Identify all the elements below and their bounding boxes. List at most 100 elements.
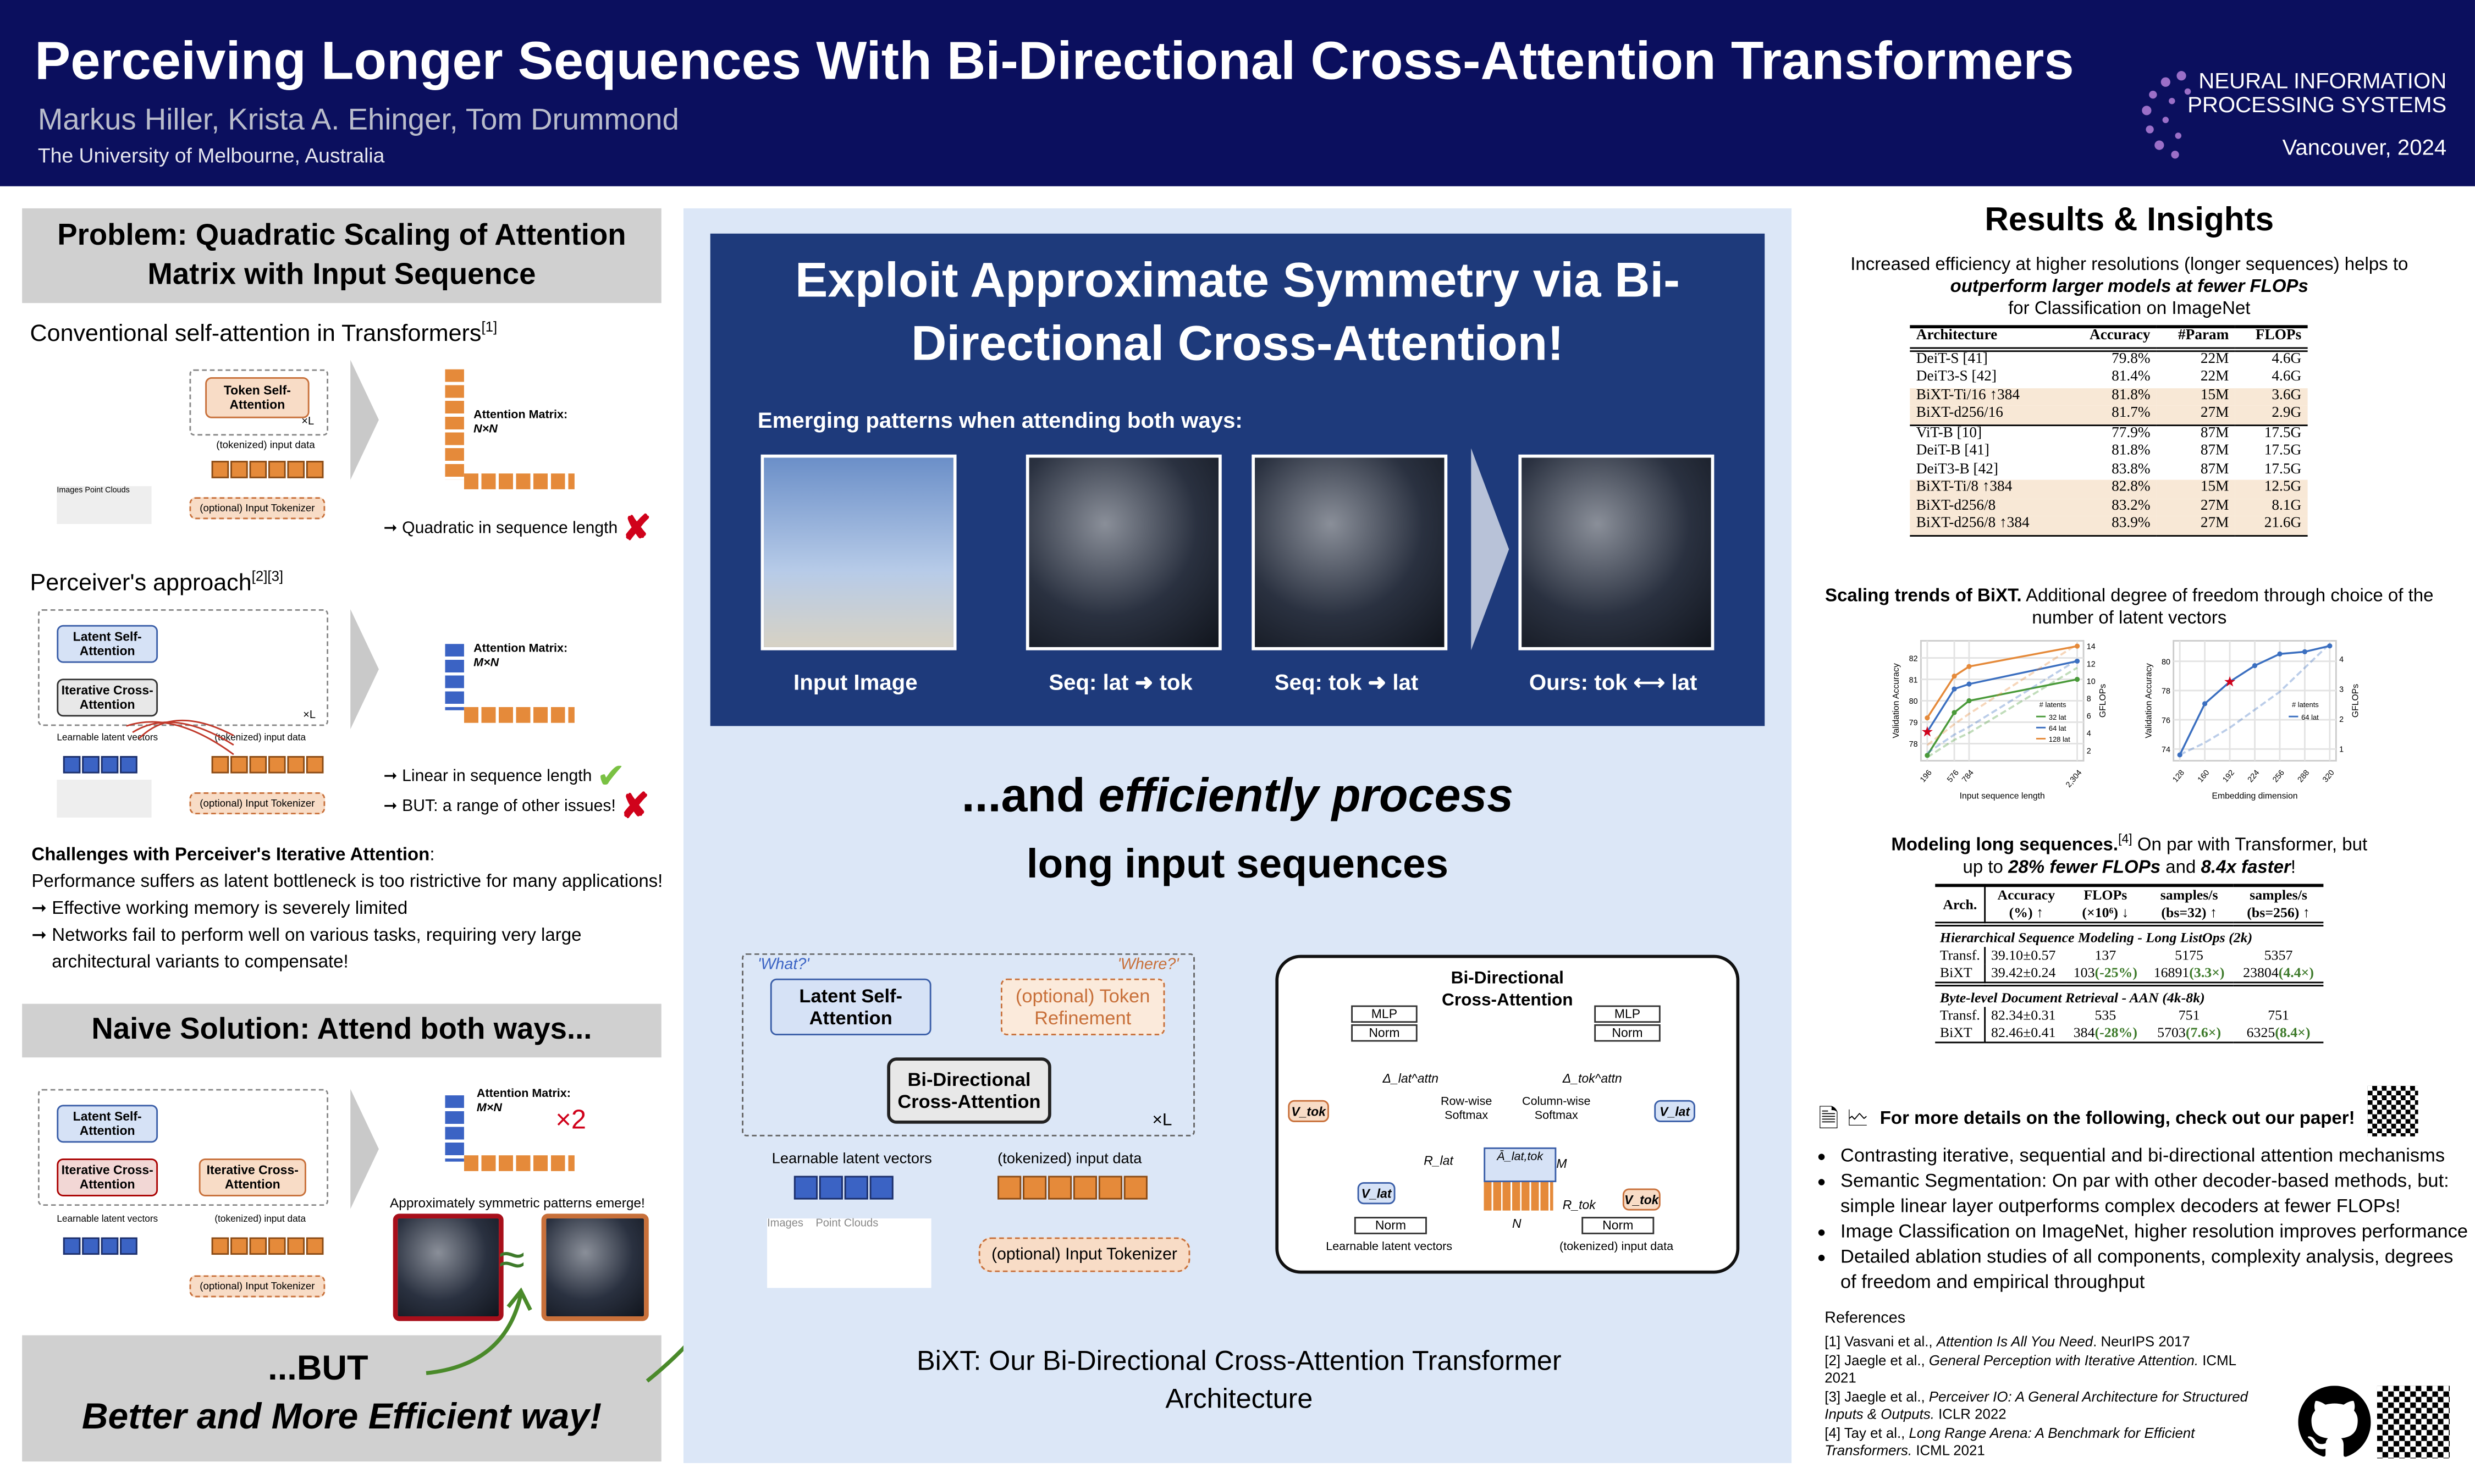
details-item: Contrasting iterative, sequential and bi… xyxy=(1840,1143,2472,1168)
y2-axis-label: GFLOPs xyxy=(2098,684,2108,718)
improvement: (7.6×) xyxy=(2185,1024,2222,1040)
table-cell: 82.46±0.41 xyxy=(1991,1024,2056,1040)
repeat-label: ×L xyxy=(301,416,315,428)
ref-authors: [4] Tay et al., xyxy=(1824,1424,1909,1441)
document-icon: 🗎 xyxy=(1818,1106,1839,1134)
column-softmax-label: Column-wise Softmax xyxy=(1522,1094,1591,1122)
conference-location: Vancouver, 2024 xyxy=(2282,134,2447,159)
bixt-block xyxy=(742,953,1195,1137)
table-cell: Transf. xyxy=(1935,947,1987,964)
but-box: ...BUT Better and More Efficient way! xyxy=(22,1335,662,1462)
data-point xyxy=(1966,681,1972,687)
poster-title: Perceiving Longer Sequences With Bi-Dire… xyxy=(35,31,2074,92)
attention-map-image xyxy=(541,1213,649,1321)
latents-label: Learnable latent vectors xyxy=(1326,1239,1453,1254)
table-cell: 17.5G xyxy=(2264,425,2302,442)
table-cell: 87M xyxy=(2200,443,2229,460)
paper-qr-code[interactable] xyxy=(2367,1085,2418,1137)
value: 16891 xyxy=(2153,964,2190,980)
value: 384 xyxy=(2073,1024,2095,1040)
efficient-text: ...and xyxy=(961,770,1099,823)
legend-entry: 32 lat xyxy=(2049,713,2066,721)
ref-link[interactable]: [4] xyxy=(2118,831,2132,846)
table-cell: 22M xyxy=(2200,351,2229,367)
table-cell: 17.5G xyxy=(2264,443,2302,460)
table-cell: BiXT xyxy=(1935,964,1987,984)
table-cell: 27M xyxy=(2157,516,2235,536)
results-title: Results & Insights xyxy=(1985,202,2274,239)
details-list: Contrasting iterative, sequential and bi… xyxy=(1818,1143,2472,1294)
y2-tick-label: 2 xyxy=(2087,747,2091,755)
table-row: DeiT-S [41] 79.8% 22M 4.6G xyxy=(1910,349,2307,369)
table-cell: BiXT-Ti/8 ↑384 xyxy=(1910,479,2066,498)
attention-map-image xyxy=(393,1213,504,1321)
matrix-title: Attention Matrix: xyxy=(476,1085,571,1100)
token-column-stack xyxy=(1484,1182,1553,1211)
efficient-text-2: long input sequences xyxy=(1026,840,1449,887)
ref-authors: [1] Vasvani et al., xyxy=(1824,1333,1937,1350)
table-header: samples/s (bs=256) ↑ xyxy=(2247,887,2310,920)
table-cell: 22M xyxy=(2200,369,2229,385)
value: 103 xyxy=(2073,964,2095,980)
delta-lat-label: Δ_lat^attn xyxy=(1382,1072,1439,1086)
data-point xyxy=(2202,701,2208,707)
table-header: samples/s (bs=32) ↑ xyxy=(2160,887,2218,920)
latent-row xyxy=(793,1176,895,1207)
table-row: BiXT-d256/8 83.2% 27M 8.1G xyxy=(1910,498,2308,516)
table-cell: 81.8% xyxy=(2112,443,2151,460)
challenges-section: Challenges with Perceiver's Iterative At… xyxy=(31,843,679,977)
ref-link[interactable]: [2][3] xyxy=(251,568,284,584)
table-row: DeiT-B [41] 81.8% 87M 17.5G xyxy=(1910,444,2307,462)
improvement: (3.3×) xyxy=(2189,964,2225,980)
table-cell: 535 xyxy=(2066,1007,2145,1024)
red-star-icon: ★ xyxy=(2223,675,2236,690)
arrow-right-icon xyxy=(350,609,379,730)
table-header: FLOPs xyxy=(2235,327,2308,351)
m-label: M xyxy=(1556,1157,1567,1171)
table-cell: 27M xyxy=(2157,405,2235,425)
table-cell: 15M xyxy=(2157,479,2235,498)
github-icon[interactable] xyxy=(2298,1386,2371,1458)
legend-entry: 128 lat xyxy=(2049,735,2070,743)
attention-matrix-row xyxy=(464,707,575,723)
matrix-label: Attention Matrix: M×N xyxy=(477,1086,571,1115)
x-tick-label: 288 xyxy=(2296,769,2312,785)
table-cell: 27M xyxy=(2157,498,2235,516)
y-tick-label: 82 xyxy=(1909,654,1918,663)
table-cell: 8.1G xyxy=(2235,498,2308,516)
gflops-line xyxy=(1926,643,2078,746)
arrow-right-icon xyxy=(350,1089,379,1209)
token-self-attention-box: Token Self-Attention xyxy=(205,377,310,418)
table-cell: 83.8% xyxy=(2112,461,2151,478)
results-intro: Increased efficiency at higher resolutio… xyxy=(1815,254,2443,321)
input-label: (tokenized) input data xyxy=(214,733,306,744)
x-tick-label: 320 xyxy=(2321,769,2336,785)
green-arrow-icon xyxy=(426,1287,719,1383)
what-label: 'What?' xyxy=(757,956,809,974)
data-point xyxy=(2074,643,2080,649)
y-tick-label: 80 xyxy=(2162,658,2170,666)
caption-tok-lat: Seq: tok ➜ lat xyxy=(1274,669,1419,695)
table-cell: 39.10±0.57 xyxy=(1991,947,2056,963)
input-label: (tokenized) input data xyxy=(216,440,315,451)
details-item: Detailed ablation studies of all compone… xyxy=(1840,1244,2472,1294)
reference-item: [3] Jaegle et al., Perceiver IO: A Gener… xyxy=(1824,1388,2267,1425)
data-point xyxy=(2327,643,2333,649)
data-point xyxy=(1925,753,1930,758)
table-cell: 6325(8.4×) xyxy=(2234,1024,2324,1042)
ref-authors: [3] Jaegle et al., xyxy=(1824,1388,1929,1404)
x-tick-label: 2,304 xyxy=(2064,769,2083,790)
bidirectional-cross-attention-box: Bi-Directional Cross-Attention xyxy=(887,1057,1051,1124)
ref-link[interactable]: [1] xyxy=(481,318,498,335)
input-modalities-image: Images Point Clouds xyxy=(767,1218,931,1288)
table-cell: Transf. xyxy=(1935,1007,1987,1024)
latents-label: Learnable latent vectors xyxy=(57,1215,158,1225)
github-qr-code[interactable] xyxy=(2377,1386,2450,1459)
table-cell: 17.5G xyxy=(2264,461,2302,478)
table-cell: 87M xyxy=(2200,425,2229,442)
but-text: ...BUT xyxy=(268,1348,368,1388)
ref-title: General Perception with Iterative Attent… xyxy=(1928,1351,2199,1368)
mlp-box-latent: MLP xyxy=(1351,1005,1418,1023)
input-label: (tokenized) input data xyxy=(214,1215,306,1225)
scaling-chart-embedding-dim: 74 76 78 80 1 2 3 4 128 160 192 224 256 288 320 Embeddi… xyxy=(2144,639,2361,801)
